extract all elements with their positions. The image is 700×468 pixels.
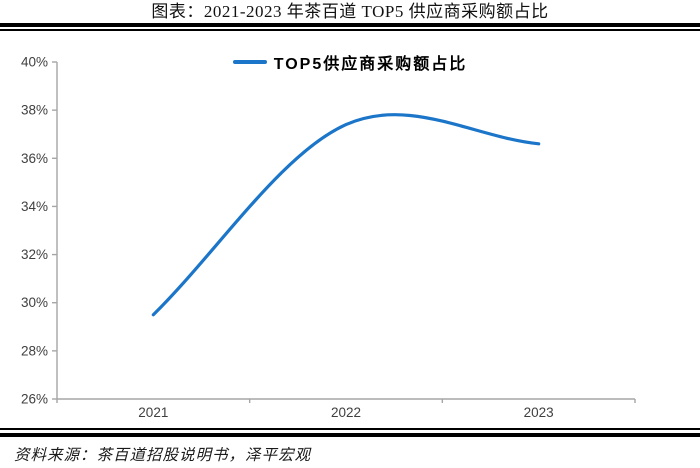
line-chart: 40% 38% 36% 34% 32% 30% 28% 26% 2021 2022 2023 bbox=[21, 55, 636, 420]
legend-label: TOP5供应商采购额占比 bbox=[273, 56, 468, 73]
x-axis-label: 2022 bbox=[331, 405, 361, 420]
y-axis-label: 34% bbox=[21, 199, 48, 214]
y-axis-label: 38% bbox=[21, 103, 48, 118]
legend: TOP5供应商采购额占比 bbox=[0, 52, 700, 73]
y-axis-label: 40% bbox=[21, 55, 48, 70]
header-rule-thick bbox=[0, 23, 700, 27]
y-axis-label: 36% bbox=[21, 151, 48, 166]
chart-title: 图表：2021-2023 年茶百道 TOP5 供应商采购额占比 bbox=[151, 2, 549, 21]
series-line bbox=[151, 113, 541, 317]
x-axis-label: 2023 bbox=[524, 405, 554, 420]
y-axis-label: 28% bbox=[21, 343, 48, 358]
footer-rule-thick bbox=[0, 433, 700, 437]
y-axis-label: 26% bbox=[21, 392, 48, 407]
y-axis-label: 30% bbox=[21, 295, 48, 310]
source-note: 资料来源：茶百道招股说明书，泽平宏观 bbox=[14, 447, 312, 464]
header-rule-thin bbox=[0, 29, 700, 31]
footer-rule-thin bbox=[0, 428, 700, 430]
x-axis-label: 2021 bbox=[138, 405, 168, 420]
y-axis-label: 32% bbox=[21, 247, 48, 262]
legend-line-marker bbox=[232, 60, 267, 64]
